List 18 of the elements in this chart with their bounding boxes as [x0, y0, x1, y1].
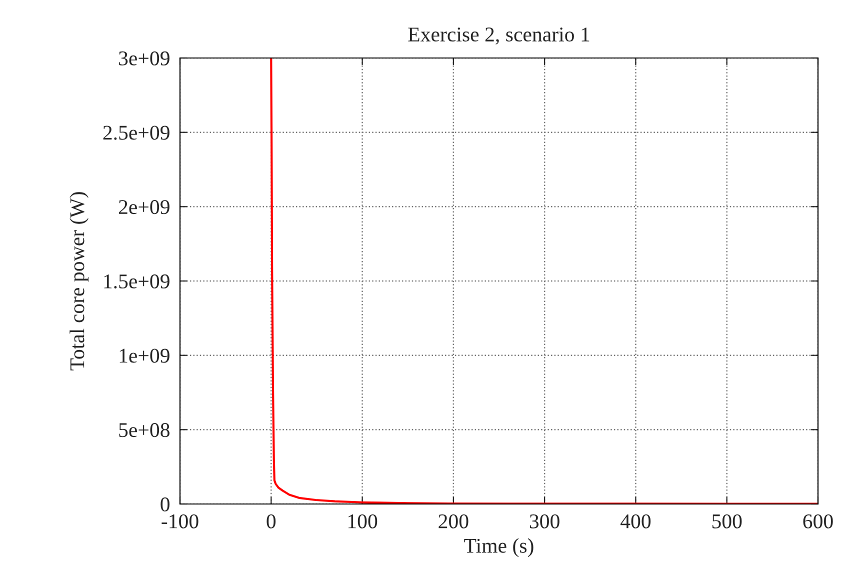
x-tick-label: 600: [803, 514, 833, 528]
x-tick-label: 100: [348, 514, 378, 528]
y-axis-title: Total core power (W): [70, 192, 89, 370]
y-tick-label: 5e+08: [119, 423, 170, 438]
x-tick-label: 300: [530, 514, 560, 528]
x-tick-label: 0: [266, 514, 276, 528]
x-tick-label: -100: [162, 514, 198, 528]
y-tick-label: 1.5e+09: [104, 274, 170, 289]
x-axis-title: Time (s): [464, 538, 534, 558]
x-tick-label: 200: [438, 514, 468, 528]
x-tick-label: 500: [712, 514, 742, 528]
chart-title: Exercise 2, scenario 1: [408, 28, 590, 45]
y-tick-label: 2e+09: [118, 200, 170, 214]
y-tick-label: 3e+09: [119, 51, 170, 66]
y-tick-label: 0: [160, 497, 170, 512]
x-tick-label: 400: [620, 514, 651, 528]
y-tick-label: 1e+09: [120, 348, 170, 363]
y-tick-label: 2.5e+09: [103, 126, 170, 140]
